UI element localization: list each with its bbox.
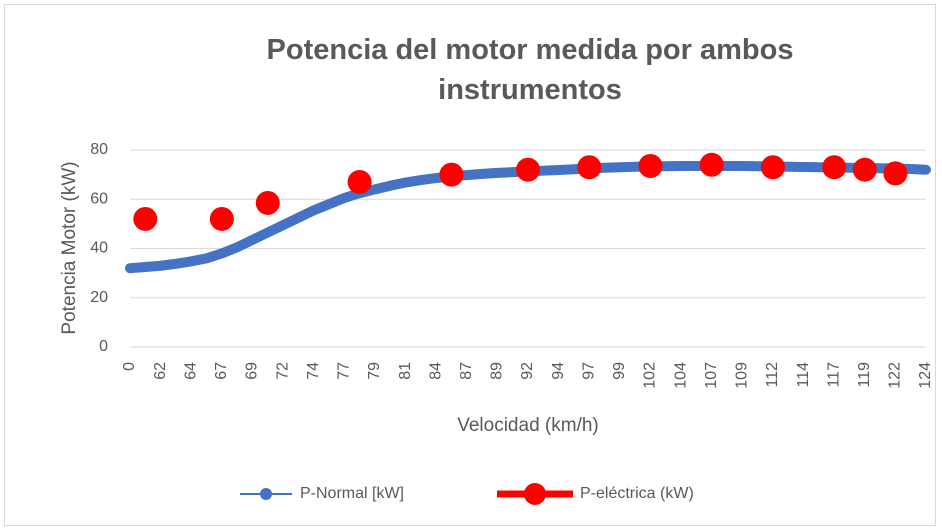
x-tick-label: 104 [672, 362, 689, 389]
x-tick-label: 84 [427, 362, 444, 380]
x-tick-label: 112 [764, 362, 781, 388]
marker [347, 170, 372, 195]
x-tick-label: 77 [336, 362, 353, 380]
y-tick-label: 0 [99, 338, 108, 355]
x-tick-label: 122 [887, 362, 904, 389]
marker [883, 161, 908, 186]
x-tick-label: 92 [519, 362, 536, 380]
y-tick-label: 60 [90, 190, 108, 207]
legend-label: P-eléctrica (kW) [580, 485, 694, 502]
x-tick-label: 87 [458, 362, 475, 380]
marker [516, 157, 540, 182]
x-tick-label: 67 [213, 362, 230, 380]
x-tick-label: 114 [795, 362, 812, 388]
legend-label: P-Normal [kW] [300, 485, 404, 502]
chart-frame [4, 4, 936, 526]
x-tick-label: 109 [734, 362, 751, 389]
y-tick-label: 40 [90, 240, 108, 257]
marker [638, 154, 663, 179]
x-tick-label: 69 [244, 362, 261, 380]
marker [439, 162, 464, 187]
x-tick-label: 102 [642, 362, 659, 389]
x-tick-label: 0 [121, 362, 138, 371]
x-tick-label: 94 [550, 362, 567, 380]
marker [577, 155, 602, 180]
chart-title: Potencia del motor medida por ambos inst… [266, 34, 794, 106]
x-tick-label: 79 [366, 362, 383, 380]
x-tick-label: 97 [580, 362, 597, 380]
marker [852, 157, 877, 182]
legend-swatch [524, 483, 546, 505]
marker [255, 190, 280, 215]
x-tick-label: 72 [274, 362, 291, 380]
y-axis-label: Potencia Motor (kW) [59, 161, 80, 334]
x-tick-label: 107 [703, 362, 720, 389]
marker [699, 152, 724, 177]
y-tick-label: 20 [90, 289, 108, 306]
x-tick-label: 81 [397, 362, 414, 380]
x-tick-label: 124 [917, 362, 934, 389]
x-tick-label: 117 [825, 362, 842, 388]
x-tick-label: 119 [856, 362, 873, 388]
legend-swatch [260, 488, 272, 500]
x-tick-label: 89 [489, 362, 506, 380]
marker [209, 206, 234, 231]
marker [822, 155, 847, 180]
x-axis-label: Velocidad (km/h) [457, 415, 599, 436]
marker [133, 206, 158, 231]
y-tick-label: 80 [90, 141, 108, 158]
x-tick-label: 64 [182, 362, 199, 380]
x-tick-label: 74 [305, 362, 322, 380]
x-tick-label: 99 [611, 362, 628, 380]
marker [760, 155, 785, 180]
x-tick-label: 62 [152, 362, 169, 380]
